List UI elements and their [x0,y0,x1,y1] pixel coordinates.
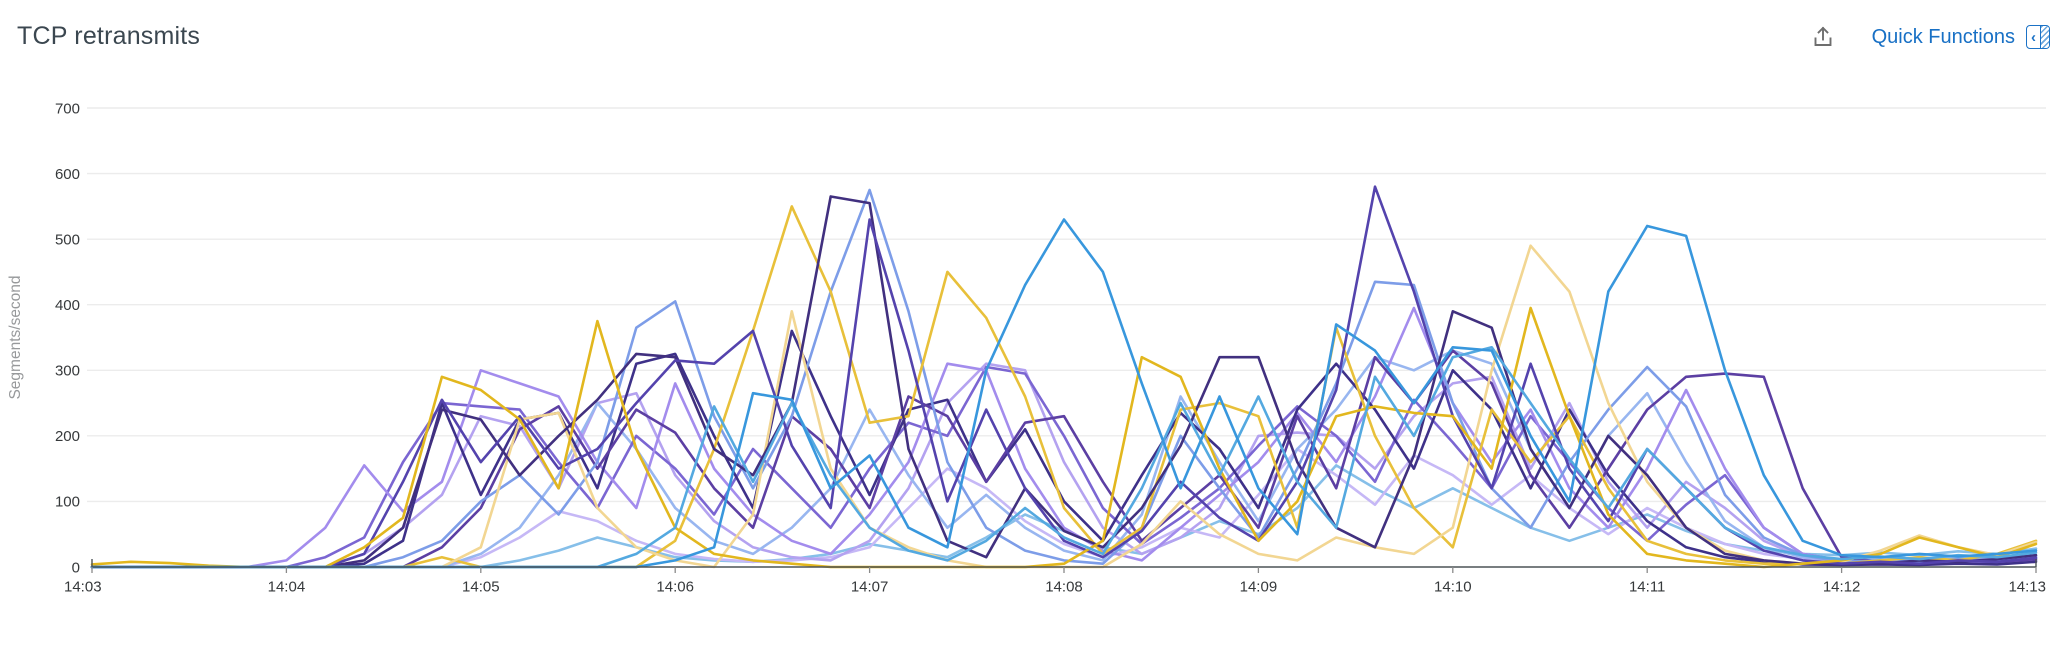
series-line-gold-2[interactable] [90,205,2038,569]
series-line-lavender[interactable] [90,306,2038,569]
y-tick-label: 100 [55,494,80,511]
y-tick-label: 300 [55,363,80,380]
series-line-indigo-deep[interactable] [90,329,2038,569]
y-tick-label: 600 [55,166,80,183]
header-actions: Quick Functions ‹ [1810,24,2050,50]
series-line-indigo-violet[interactable] [90,349,2038,569]
x-tick-label: 14:07 [851,578,889,595]
series-line-gold-1[interactable] [90,306,2038,569]
chevron-left-icon: ‹ [2031,28,2036,46]
chart-title: TCP retransmits [17,22,201,50]
panel-hatch-decoration [2040,26,2049,48]
collapse-panel-button[interactable]: ‹ [2026,25,2050,49]
y-tick-label: 500 [55,231,80,248]
x-tick-label: 14:05 [462,578,500,595]
y-tick-label: 200 [55,428,80,445]
x-tick-label: 14:13 [2008,578,2046,595]
chart-header: TCP retransmits Quick Functions ‹ [0,0,2066,62]
y-axis-label: Segments/second [7,275,24,399]
y-tick-label: 0 [72,559,80,576]
series-line-indigo-dark[interactable] [90,195,2038,569]
x-tick-label: 14:09 [1240,578,1278,595]
quick-functions-link[interactable]: Quick Functions [1871,25,2015,48]
x-tick-label: 14:12 [1823,578,1861,595]
x-tick-label: 14:10 [1434,578,1472,595]
x-tick-label: 14:06 [656,578,694,595]
x-tick-label: 14:03 [64,578,102,595]
y-tick-label: 400 [55,297,80,314]
x-tick-label: 14:04 [268,578,306,595]
x-tick-label: 14:11 [1629,578,1665,595]
series-line-purple-mid[interactable] [90,365,2038,569]
upload-icon [1814,26,1832,46]
y-tick-label: 700 [55,100,80,117]
export-button[interactable] [1810,24,1836,50]
x-tick-label: 14:08 [1045,578,1083,595]
series-line-cornflower[interactable] [90,188,2038,569]
